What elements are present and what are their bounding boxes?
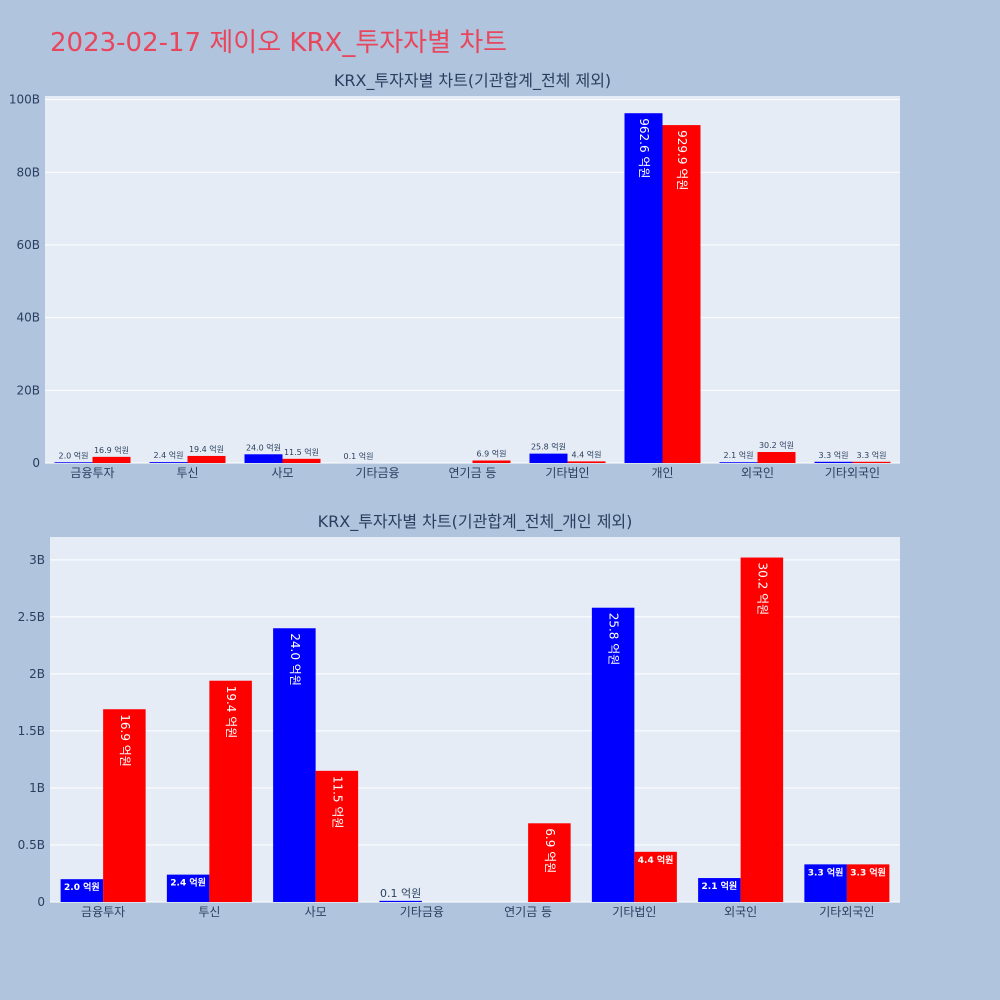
bar [54,462,93,463]
data-label: 30.2 억원 [755,563,769,616]
data-label: 0.1 억원 [344,451,374,461]
data-label: 3.3 억원 [857,450,887,460]
data-label: 19.4 억원 [189,444,224,454]
bar [315,770,359,902]
bar [634,851,677,902]
bar [804,864,847,902]
bar [719,462,758,463]
bar [166,874,210,902]
data-label: 3.3 억원 [819,450,849,460]
data-label: 2.4 억원 [170,877,206,889]
bar [814,461,853,463]
x-tick-label: 투신 [198,905,220,919]
bar [472,460,511,463]
bar [528,823,571,902]
bar [852,461,891,463]
bar [591,607,635,902]
data-label: 19.4 억원 [224,686,238,739]
bar [149,462,188,463]
x-tick-label: 기타법인 [545,466,589,480]
data-label: 2.1 억원 [724,450,754,460]
x-tick-label: 외국인 [741,466,774,480]
x-tick-label: 개인 [651,466,673,480]
page-title: 2023-02-17 제이오 KRX_투자자별 차트 [50,28,508,58]
x-tick-label: 외국인 [724,905,757,919]
bar [379,900,422,902]
x-tick-label: 기타외국인 [819,905,874,919]
data-label: 11.5 억원 [284,447,319,457]
bar [92,456,131,463]
bar [244,454,283,463]
chart-excluding-individual: KRX_투자자별 차트(기관합계_전체_개인 제외) 0 0.5B 1B 1.5B 2B 2… [18,512,900,919]
bar [103,709,146,902]
x-tick-label: 사모 [271,466,293,480]
data-label: 3.3 억원 [808,866,844,878]
bar [846,864,890,902]
data-label: 24.0 억원 [288,633,302,686]
bar [282,458,321,463]
y-tick-label: 40B [16,311,40,325]
plot-area [45,96,900,463]
data-label: 24.0 억원 [246,442,281,452]
y-tick-label: 0.5B [18,838,45,852]
data-label: 16.9 억원 [94,445,129,455]
chart-title: KRX_투자자별 차트(기관합계_전체_개인 제외) [318,512,633,532]
x-tick-label: 기타금융 [355,466,399,480]
chart-title: KRX_투자자별 차트(기관합계_전체 제외) [334,71,611,91]
bar [60,879,104,902]
bar [624,113,663,463]
data-label: 25.8 억원 [607,613,621,666]
data-label: 11.5 억원 [330,776,344,829]
y-tick-label: 1B [29,781,45,795]
data-label: 3.3 억원 [850,866,886,878]
y-tick-label: 0 [32,456,40,470]
data-label: 6.9 억원 [543,828,557,873]
bar [757,452,796,463]
x-tick-label: 기타외국인 [825,466,880,480]
x-tick-label: 기타법인 [612,905,656,919]
data-label: 25.8 억원 [531,442,566,452]
y-tick-label: 2B [29,667,45,681]
x-tick-label: 사모 [305,905,327,919]
y-tick-label: 20B [16,383,40,397]
bar [187,455,226,463]
x-tick-label: 금융투자 [70,466,114,480]
data-label: 2.1 억원 [702,880,738,892]
data-label: 962.6 억원 [637,118,651,178]
data-label: 0.1 억원 [380,887,421,900]
bar [567,461,606,463]
bar [273,628,316,902]
y-tick-label: 60B [16,238,40,252]
y-tick-label: 0 [37,895,45,909]
x-tick-label: 기타금융 [400,905,444,919]
x-tick-label: 연기금 등 [449,466,497,480]
y-tick-label: 3B [29,553,45,567]
y-tick-label: 2.5B [18,610,45,624]
y-tick-label: 1.5B [18,724,45,738]
y-tick-label: 100B [9,93,40,107]
data-label: 4.4 억원 [638,854,674,866]
y-tick-label: 80B [16,165,40,179]
data-label: 6.9 억원 [477,448,507,458]
data-label: 4.4 억원 [572,449,602,459]
bar [209,680,252,902]
data-label: 2.4 억원 [154,450,184,460]
bar [662,125,701,463]
data-label: 30.2 억원 [759,440,794,450]
bar [740,557,784,902]
data-label: 929.9 억원 [675,130,689,190]
x-tick-label: 연기금 등 [504,905,552,919]
x-tick-label: 투신 [176,466,198,480]
bar [698,878,741,902]
data-label: 2.0 억원 [59,450,89,460]
chart-all-investors: KRX_투자자별 차트(기관합계_전체 제외) 0 20B 40B 60B 80B 100B… [9,71,900,480]
data-label: 16.9 억원 [118,714,132,767]
data-label: 2.0 억원 [64,881,100,893]
bar [529,453,568,463]
x-tick-label: 금융투자 [81,905,125,919]
